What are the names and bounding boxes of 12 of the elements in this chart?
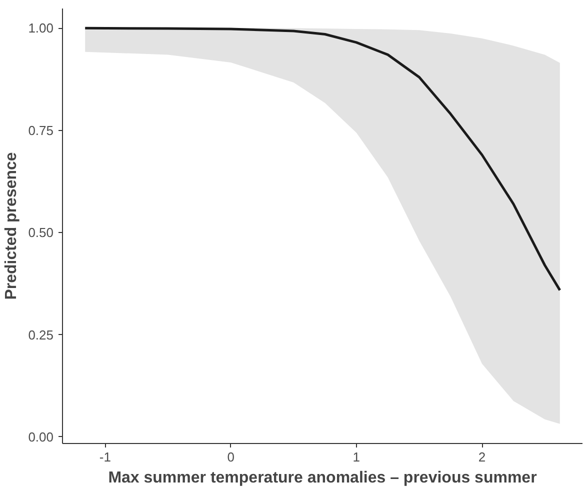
y-tick-label: 0.75 <box>28 122 54 138</box>
line-series <box>84 26 562 292</box>
x-tick-label: 0 <box>227 450 234 464</box>
y-tick-label: 1.00 <box>28 20 54 36</box>
x-tick-label: 2 <box>478 450 486 464</box>
y-tick-label: 0.25 <box>28 327 54 342</box>
x-tick-label: -1 <box>99 450 111 464</box>
y-tick-label: 0.50 <box>28 225 54 240</box>
y-axis-title: Predicted presence <box>3 152 20 300</box>
y-tick-label: 0.00 <box>28 429 54 444</box>
x-tick-label: 1 <box>352 450 360 464</box>
x-axis-title: Max summer temperature anomalies – previous summer <box>108 470 537 486</box>
